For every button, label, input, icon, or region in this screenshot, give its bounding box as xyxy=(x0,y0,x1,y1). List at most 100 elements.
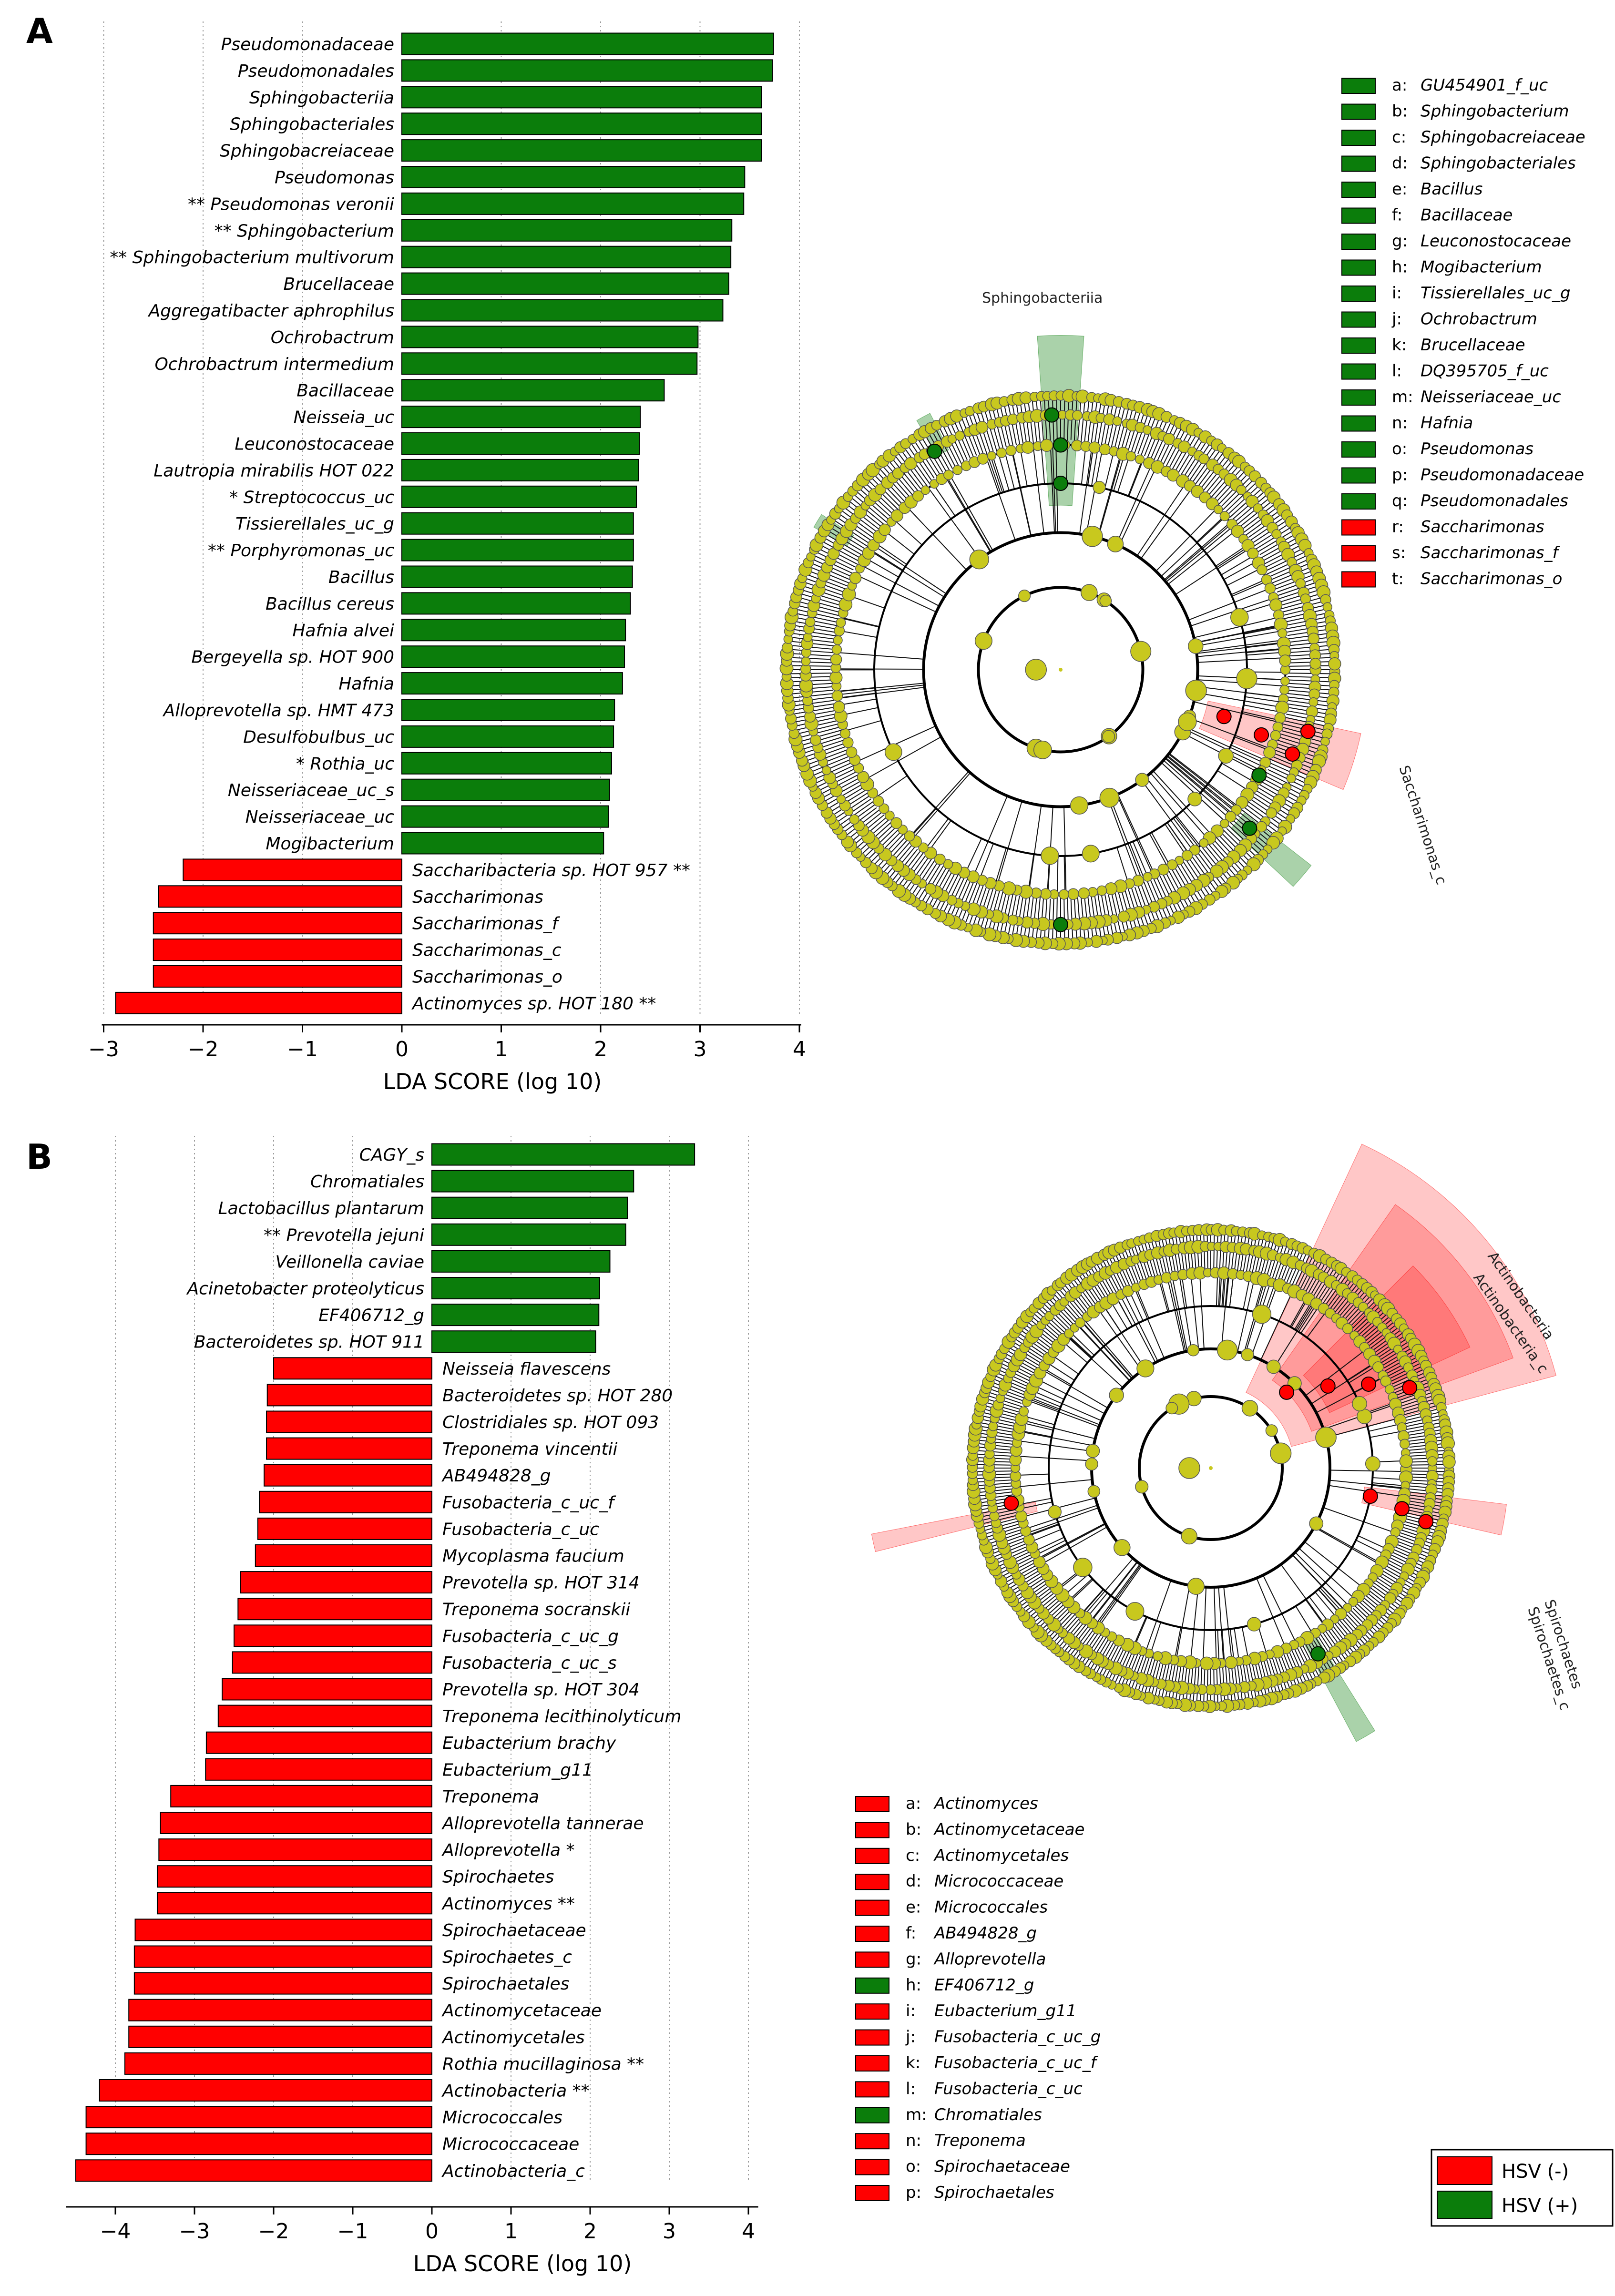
tree-branch xyxy=(1404,1415,1440,1425)
tree-node xyxy=(1085,1457,1098,1471)
tree-branch xyxy=(1234,1628,1240,1662)
tree-branch xyxy=(1192,1664,1197,1704)
cladogram-a: Sphingobacteriia Saccharimonas_c xyxy=(779,290,1450,951)
bar-label: Eubacterium brachy xyxy=(442,1734,616,1753)
x-tick-label: 4 xyxy=(793,1037,806,1061)
tree-node xyxy=(1070,796,1089,815)
bar-spirochaetes-c xyxy=(133,1945,432,1968)
bar-label: Pseudomonas xyxy=(275,168,394,188)
biomarker-node xyxy=(1053,437,1068,453)
tree-branch xyxy=(1306,1310,1328,1338)
tree-node xyxy=(1236,668,1257,689)
tree-branch xyxy=(1016,1479,1093,1488)
bar-label: Treponema lecithinolyticum xyxy=(442,1707,681,1726)
bar-fusobacteria-c-uc-f xyxy=(259,1490,432,1513)
tree-node xyxy=(1219,511,1230,521)
bar-label: Saccharimonas xyxy=(412,888,543,907)
legend-entry: Leuconostocaceae xyxy=(1421,232,1571,251)
tree-branch xyxy=(972,414,988,456)
tree-branch xyxy=(1049,1612,1078,1643)
group-legend-swatch xyxy=(1437,2191,1492,2219)
tree-node xyxy=(1271,529,1282,540)
tree-branch xyxy=(960,879,979,924)
x-tick-label: −2 xyxy=(188,1037,219,1061)
legend-swatch xyxy=(1341,286,1376,302)
clade-highlight xyxy=(1246,1143,1557,1447)
tree-branch xyxy=(793,700,834,707)
tree-branch xyxy=(888,844,918,879)
bar-veillonella-caviae xyxy=(431,1250,611,1273)
tree-branch xyxy=(956,417,974,459)
bar-ochrobactrum xyxy=(401,326,699,348)
tree-branch xyxy=(1243,1276,1251,1310)
bar-label: Tissierellales_uc_g xyxy=(235,514,394,534)
bar-saccharimonas xyxy=(158,885,402,908)
tree-branch xyxy=(1285,653,1333,657)
tree-branch xyxy=(796,723,839,735)
tree-node xyxy=(1015,1510,1028,1522)
tree-branch xyxy=(1251,1238,1260,1276)
tree-branch xyxy=(1019,1501,1053,1510)
bar-fusobacteria-c-uc xyxy=(257,1517,432,1540)
legend-swatch xyxy=(855,1926,889,1942)
tree-node xyxy=(1365,1456,1380,1471)
tree-branch xyxy=(1206,463,1236,498)
bar-rothia-mucillaginosa xyxy=(124,2052,433,2075)
tree-branch xyxy=(898,453,926,490)
bar-micrococcaceae xyxy=(85,2133,432,2155)
tree-node xyxy=(1153,1651,1163,1662)
tree-branch xyxy=(1004,405,1014,447)
tree-branch xyxy=(979,1418,1019,1428)
bar-label: Aggregatibacter aphrophilus xyxy=(148,301,394,321)
tree-node xyxy=(954,430,965,441)
tree-branch xyxy=(1147,1657,1159,1695)
tree-node xyxy=(918,842,929,853)
tree-branch xyxy=(827,786,865,809)
tree-branch xyxy=(1287,693,1330,699)
tree-branch xyxy=(791,706,838,715)
tree-branch xyxy=(1269,758,1309,776)
bar-treponema-socranskii xyxy=(237,1598,432,1621)
bar-neisseriaceae-uc-s xyxy=(401,778,610,801)
tree-branch xyxy=(1149,420,1168,460)
bar-label: Clostridiales sp. HOT 093 xyxy=(442,1413,659,1432)
tree-branch xyxy=(1004,451,1015,490)
bar-actinomycetales xyxy=(128,2025,433,2048)
tree-node xyxy=(1125,451,1136,461)
tree-branch xyxy=(1164,870,1186,911)
tree-branch xyxy=(1279,597,1322,610)
tree-node xyxy=(1442,1455,1456,1469)
tree-node xyxy=(1342,1323,1353,1334)
tree-branch xyxy=(1027,1400,1099,1428)
tree-branch xyxy=(1023,894,1031,938)
tree-branch xyxy=(1063,806,1067,895)
bar-label: Sphingobacteriales xyxy=(230,115,394,134)
x-tick-label: 0 xyxy=(425,2219,439,2244)
tree-branch xyxy=(1321,1273,1344,1306)
tree-branch xyxy=(1043,1367,1072,1386)
tree-node xyxy=(890,817,902,829)
legend-key: k: xyxy=(1392,336,1407,355)
tree-branch xyxy=(1314,1526,1382,1564)
tree-branch xyxy=(789,686,837,691)
tree-branch xyxy=(1217,548,1250,570)
tree-branch xyxy=(866,828,900,861)
tree-branch xyxy=(1234,736,1271,751)
tree-branch xyxy=(1232,581,1267,597)
tree-branch xyxy=(1248,517,1285,542)
bar-actinomycetaceae xyxy=(128,1999,433,2021)
tree-branch xyxy=(1221,1273,1229,1350)
tree-branch xyxy=(1196,686,1284,698)
tree-branch xyxy=(1305,1599,1326,1627)
tree-node xyxy=(1135,1480,1149,1494)
tree-branch xyxy=(1269,755,1312,773)
tree-node xyxy=(1279,684,1290,695)
group-legend-label: HSV (+) xyxy=(1502,2195,1578,2217)
tree-branch xyxy=(1217,770,1250,792)
legend-entry: Saccharimonas_o xyxy=(1421,570,1562,589)
bar-neisseia-uc xyxy=(401,406,641,429)
tree-branch xyxy=(1193,852,1221,889)
tree-branch xyxy=(805,745,849,762)
legend-entry: Micrococcales xyxy=(934,1898,1048,1917)
bar-label: Bergeyella sp. HOT 900 xyxy=(191,648,394,667)
